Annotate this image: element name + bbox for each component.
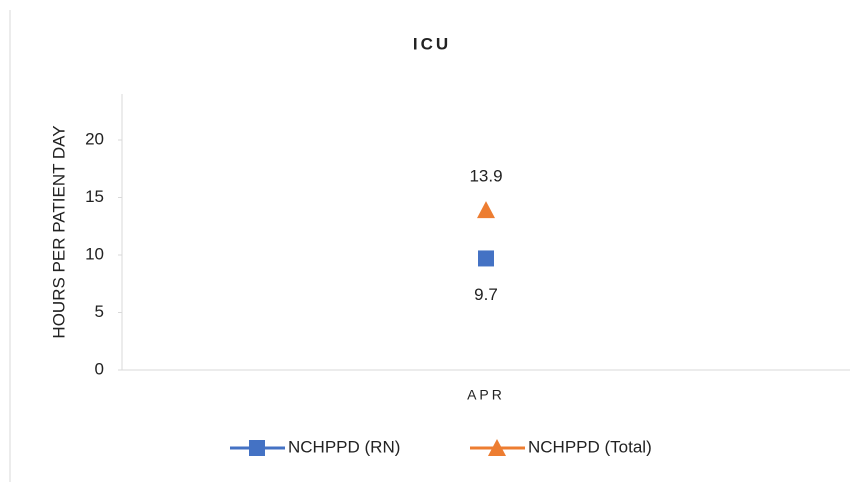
y-tick-label: 5 — [95, 302, 104, 321]
y-tick-label: 15 — [85, 187, 104, 206]
data-label: 13.9 — [469, 167, 502, 186]
y-tick-label: 10 — [85, 244, 104, 263]
marker — [249, 440, 265, 456]
y-axis-title: HOURS PER PATIENT DAY — [49, 125, 68, 338]
marker — [488, 439, 506, 456]
y-tick-label: 0 — [95, 359, 104, 378]
y-tick-label: 20 — [85, 129, 104, 148]
legend-label: NCHPPD (Total) — [528, 437, 652, 456]
x-tick-label: APR — [467, 387, 505, 403]
data-label: 9.7 — [474, 285, 498, 304]
marker — [478, 250, 494, 267]
chart-title: ICU — [413, 34, 451, 53]
legend-label: NCHPPD (RN) — [288, 437, 400, 456]
marker — [477, 201, 495, 219]
